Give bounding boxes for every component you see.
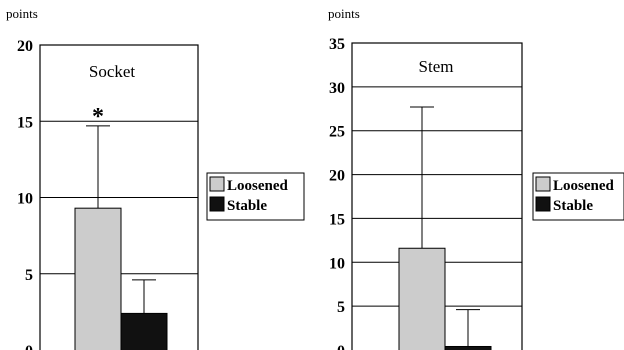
chart-title: Socket [89, 62, 136, 81]
y-tick-label: 30 [329, 80, 345, 97]
bar-stable [444, 345, 492, 350]
legend-swatch-loosened [535, 176, 551, 192]
legend-label-stable: Stable [227, 198, 267, 214]
y-axis-label: points [6, 6, 38, 21]
y-tick-label: 10 [329, 255, 345, 272]
legend: Loosened Stable [532, 172, 624, 221]
y-tick-label: 0 [337, 343, 345, 350]
y-tick-label: 5 [25, 267, 33, 284]
y-tick-label: 0 [25, 343, 33, 350]
legend-label-stable: Stable [553, 198, 593, 214]
legend-swatch-stable [535, 196, 551, 212]
y-tick-label: 15 [17, 114, 33, 131]
legend-label-loosened: Loosened [553, 178, 615, 194]
bar-loosened [398, 247, 446, 350]
plot-frame [39, 44, 199, 350]
y-tick-label: 10 [17, 191, 33, 208]
y-tick-label: 15 [329, 211, 345, 228]
y-tick-label: 35 [329, 36, 345, 53]
y-tick-label: 5 [337, 299, 345, 316]
legend-label-loosened: Loosened [227, 178, 289, 194]
chart-stem: points 0 5 10 15 20 25 30 35 Stem Loosened Stable [328, 6, 624, 350]
legend-swatch-stable [209, 196, 225, 212]
y-tick-label: 20 [329, 168, 345, 185]
y-tick-label: 25 [329, 124, 345, 141]
y-tick-label: 20 [17, 38, 33, 55]
y-axis-label: points [328, 6, 360, 21]
chart-socket: points 0 5 10 15 20 Socket * Loosened Stable [6, 6, 305, 350]
chart-title: Stem [419, 57, 454, 76]
legend: Loosened Stable [206, 172, 305, 221]
bar-loosened [74, 207, 122, 350]
plot-frame [351, 42, 523, 350]
legend-swatch-loosened [209, 176, 225, 192]
bar-stable [120, 312, 168, 350]
significance-marker: * [92, 104, 104, 130]
